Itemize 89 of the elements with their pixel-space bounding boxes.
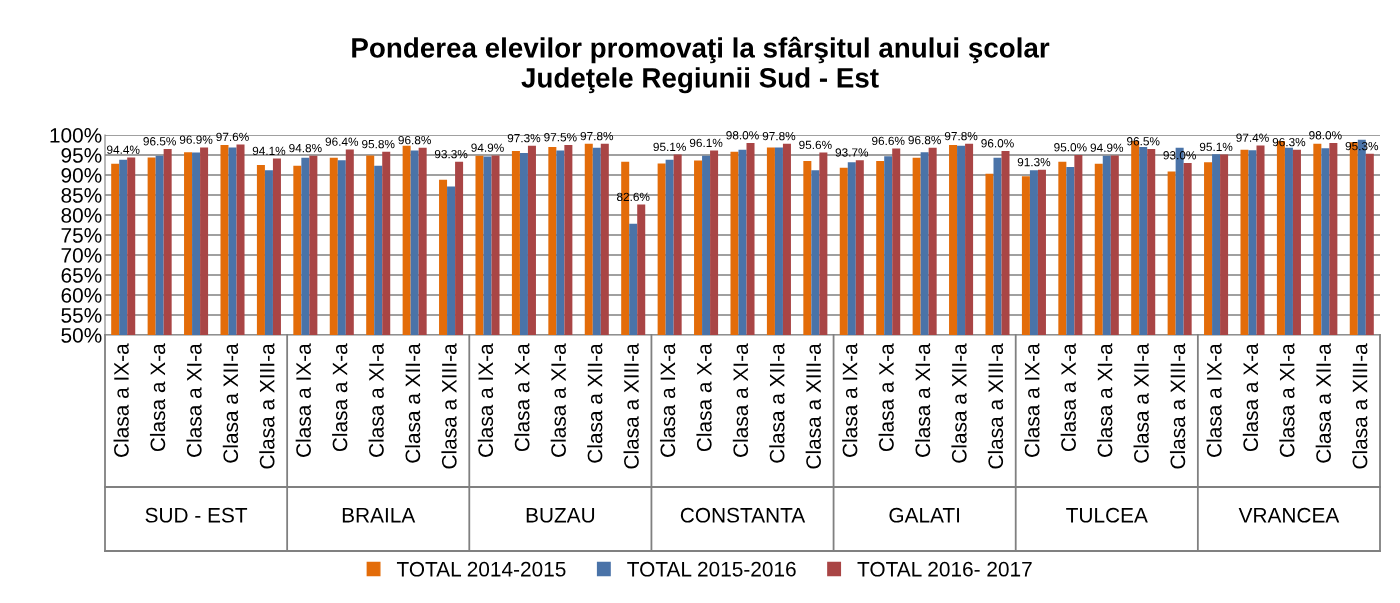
x-tick-label: Clasa a XIII-a xyxy=(623,343,639,469)
data-label: 97.8% xyxy=(944,131,978,141)
legend-label: TOTAL 2014-2015 xyxy=(396,561,566,577)
x-tick-label: Clasa a XI-a xyxy=(368,343,384,457)
data-label: 96.5% xyxy=(143,137,176,146)
data-label: 97.5% xyxy=(544,133,577,142)
data-label: 98.0% xyxy=(1309,131,1342,140)
x-tick-label: Clasa a XI-a xyxy=(1097,343,1113,457)
data-label: 94.8% xyxy=(289,143,322,153)
x-tick-label: Clasa a X-a xyxy=(149,343,166,452)
y-tick-label: 60% xyxy=(61,288,102,303)
data-label: 94.4% xyxy=(107,145,140,154)
data-label: 91.3% xyxy=(1017,157,1051,167)
x-tick-label: Clasa a XI-a xyxy=(186,343,202,457)
text: BUZAU xyxy=(526,508,595,523)
data-label: 96.6% xyxy=(872,136,905,146)
x-tick-label: Clasa a X-a xyxy=(514,343,530,452)
data-label: 97.4% xyxy=(1236,133,1269,142)
x-tick-label: Clasa a XIII-a xyxy=(1352,343,1368,469)
data-label: 94.1% xyxy=(252,146,286,156)
x-tick-label: Clasa a X-a xyxy=(1242,343,1259,452)
data-label: 95.0% xyxy=(1054,143,1087,152)
data-label: 96.9% xyxy=(179,135,213,144)
x-tick-label: Clasa a X-a xyxy=(332,343,348,452)
y-tick-label: 85% xyxy=(61,188,102,203)
x-tick-label: Clasa a XIII-a xyxy=(805,343,821,469)
y-tick-label: 65% xyxy=(61,268,102,283)
x-tick-label: Clasa a XIII-a xyxy=(1169,343,1186,469)
x-tick-label: Clasa a X-a xyxy=(696,343,712,452)
x-tick-label: Clasa a X-a xyxy=(878,343,894,452)
data-label: 97.8% xyxy=(580,131,614,141)
y-tick-label: 50% xyxy=(61,328,102,343)
data-label: 94.9% xyxy=(471,143,504,152)
data-label: 95.1% xyxy=(1199,142,1233,152)
x-tick-label: Clasa a IX-a xyxy=(659,343,676,457)
x-tick-label: Clasa a XIII-a xyxy=(441,343,457,469)
y-tick-label: 80% xyxy=(61,208,102,223)
data-label: 96.3% xyxy=(1272,137,1306,147)
legend-label: TOTAL 2016- 2017 xyxy=(857,561,1032,577)
x-tick-label: Clasa a XI-a xyxy=(550,343,566,457)
data-label: 97.8% xyxy=(762,131,796,141)
x-tick-label: Clasa a XII-a xyxy=(404,343,421,463)
x-tick-label: Clasa a IX-a xyxy=(1206,343,1222,457)
x-tick-label: Clasa a XII-a xyxy=(951,343,967,463)
x-tick-label: Clasa a XII-a xyxy=(587,343,603,463)
y-tick-label: 70% xyxy=(61,248,102,263)
data-label: 94.9% xyxy=(1090,143,1124,152)
data-label: 96.0% xyxy=(981,139,1014,148)
data-label: 97.6% xyxy=(216,132,249,142)
x-tick-label: Clasa a IX-a xyxy=(113,343,129,457)
x-tick-label: Clasa a XII-a xyxy=(222,343,239,463)
data-label: 98.0% xyxy=(726,131,759,140)
text: SUD - EST xyxy=(145,507,248,523)
text: GALATI xyxy=(889,507,959,523)
x-tick-label: Clasa a XI-a xyxy=(1279,343,1295,457)
legend-label: TOTAL 2015-2016 xyxy=(627,561,796,577)
x-tick-label: Clasa a XIII-a xyxy=(259,343,275,469)
y-tick-label: 95% xyxy=(61,148,102,163)
data-label: 95.8% xyxy=(362,139,395,149)
y-tick-label: 100% xyxy=(50,128,102,143)
data-label: 95.1% xyxy=(653,142,686,152)
x-tick-label: Clasa a XII-a xyxy=(1315,343,1331,463)
x-tick-label: Clasa a XI-a xyxy=(732,343,749,457)
data-label: 96.5% xyxy=(1127,137,1160,146)
x-tick-label: Clasa a XII-a xyxy=(1133,343,1149,463)
data-label: 93.7% xyxy=(835,148,869,157)
x-tick-label: Clasa a IX-a xyxy=(295,343,311,457)
data-label: 96.4% xyxy=(325,137,359,146)
y-tick-label: 55% xyxy=(61,308,102,323)
x-tick-label: Clasa a XII-a xyxy=(769,343,785,463)
text: BRAILA xyxy=(342,508,416,523)
data-label: 96.1% xyxy=(689,138,723,148)
data-label: 96.8% xyxy=(908,135,941,145)
text: CONSTANTA xyxy=(680,507,806,523)
x-tick-label: Clasa a XI-a xyxy=(914,343,931,457)
data-label: 97.3% xyxy=(507,133,541,143)
x-tick-label: Clasa a XIII-a xyxy=(987,343,1004,469)
y-tick-label: 90% xyxy=(61,168,102,183)
x-tick-label: Clasa a IX-a xyxy=(477,343,494,457)
x-tick-label: Clasa a IX-a xyxy=(842,343,858,457)
text: TULCEA xyxy=(1066,507,1148,523)
x-tick-label: Clasa a IX-a xyxy=(1024,343,1040,457)
data-label: 93.3% xyxy=(434,149,468,159)
data-label: 96.8% xyxy=(398,135,431,145)
text: VRANCEA xyxy=(1238,507,1340,523)
data-label: 95.6% xyxy=(799,140,832,150)
y-tick-label: 75% xyxy=(61,228,102,243)
chart-title: Ponderea elevilor promovaţi la sfârşitul anului şcolar Judeţele Regiunii Sud - Est xyxy=(352,36,1050,94)
x-tick-label: Clasa a X-a xyxy=(1060,343,1076,452)
